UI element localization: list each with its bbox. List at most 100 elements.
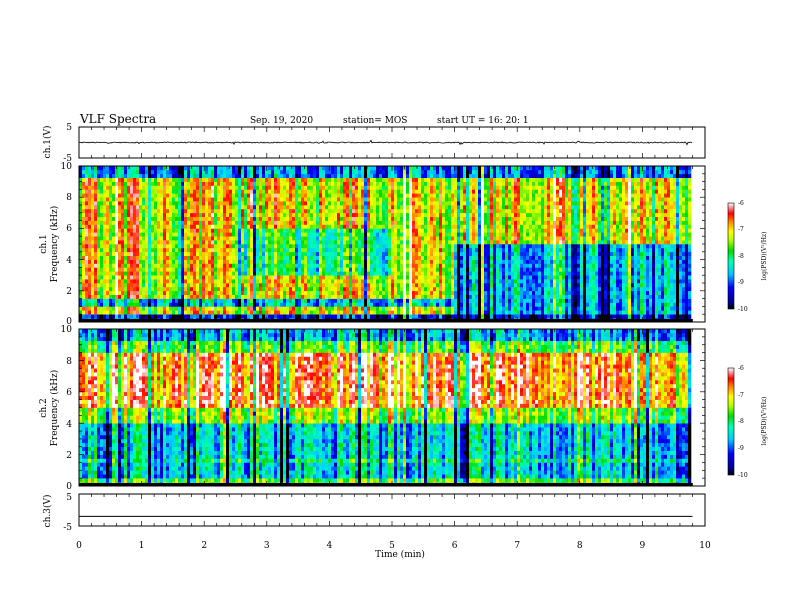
spectrogram-cell: [277, 267, 281, 272]
spectrogram-cell: [142, 181, 146, 186]
spectrogram-cell: [118, 201, 122, 206]
spectrogram-cell: [172, 310, 176, 315]
spectrogram-cell: [409, 228, 413, 233]
spectrogram-cell: [289, 232, 293, 237]
spectrogram-cell: [271, 247, 275, 253]
spectrogram-cell: [202, 244, 206, 249]
spectrogram-cell: [385, 290, 389, 295]
spectrogram-cell: [157, 294, 161, 299]
spectrogram-cell: [334, 310, 338, 315]
spectrogram-cell: [103, 240, 107, 245]
spectrogram-cell: [118, 181, 122, 186]
spectrogram-cell: [430, 240, 434, 245]
spectrogram-cell: [178, 185, 182, 190]
spectrogram-cell: [199, 298, 203, 303]
spectrogram-cell: [178, 240, 182, 245]
spectrogram-cell: [115, 177, 119, 182]
spectrogram-cell: [133, 236, 137, 241]
spectrogram-cell: [91, 201, 95, 206]
spectrogram-cell: [286, 205, 290, 210]
spectrogram-cell: [85, 169, 89, 175]
spectrogram-cell: [250, 302, 254, 307]
spectrogram-cell: [379, 255, 383, 260]
spectrogram-cell: [163, 232, 167, 237]
spectrogram-cell: [280, 263, 284, 268]
spectrogram-cell: [343, 267, 347, 272]
spectrogram-cell: [439, 290, 443, 295]
spectrogram-cell: [379, 263, 383, 268]
spectrogram-cell: [397, 240, 401, 245]
spectrogram-cell: [379, 279, 383, 284]
spectrogram-cell: [442, 201, 446, 206]
spectrogram-cell: [271, 232, 275, 237]
spectrogram-cell: [262, 197, 266, 202]
spectrogram-cell: [268, 290, 272, 295]
spectrogram-cell: [199, 283, 203, 288]
spectrogram-cell: [145, 185, 149, 190]
spectrogram-cell: [364, 197, 368, 202]
spectrogram-cell: [163, 177, 167, 182]
spectrogram-cell: [82, 290, 86, 295]
spectrogram-cell: [277, 314, 281, 319]
spectrogram-cell: [175, 263, 179, 268]
spectrogram-cell: [148, 251, 152, 256]
spectrogram-cell: [244, 283, 248, 288]
spectrogram-cell: [322, 306, 326, 311]
spectrogram-cell: [430, 205, 434, 210]
spectrogram-cell: [199, 201, 203, 206]
spectrogram-cell: [316, 283, 320, 288]
spectrogram-cell: [196, 166, 200, 171]
spectrogram-cell: [358, 290, 362, 295]
spectrogram-cell: [382, 306, 386, 311]
spectrogram-cell: [325, 298, 329, 303]
spectrogram-cell: [421, 224, 425, 229]
spectrogram-cell: [190, 247, 194, 253]
spectrogram-cell: [88, 251, 92, 256]
spectrogram-cell: [85, 251, 89, 256]
spectrogram-cell: [421, 279, 425, 284]
spectrogram-cell: [358, 267, 362, 272]
spectrogram-cell: [319, 212, 323, 217]
spectrogram-cell: [307, 212, 311, 217]
spectrogram-cell: [136, 314, 140, 319]
spectrogram-cell: [358, 263, 362, 268]
spectrogram-cell: [112, 286, 116, 292]
spectrogram-cell: [289, 220, 293, 225]
spectrogram-cell: [208, 271, 212, 276]
spectrogram-cell: [403, 197, 407, 202]
spectrogram-cell: [136, 302, 140, 307]
spectrogram-cell: [367, 314, 371, 319]
spectrogram-cell: [175, 177, 179, 182]
spectrogram-cell: [355, 298, 359, 303]
spectrogram-cell: [412, 232, 416, 237]
spectrogram-cell: [427, 263, 431, 268]
spectrogram-cell: [421, 197, 425, 202]
spectrogram-cell: [415, 224, 419, 229]
spectrogram-cell: [148, 177, 152, 182]
spectrogram-cell: [199, 212, 203, 217]
spectrogram-cell: [400, 244, 404, 249]
spectrogram-cell: [403, 279, 407, 284]
spectrogram-cell: [277, 263, 281, 268]
spectrogram-cell: [352, 205, 356, 210]
spectrogram-cell: [313, 275, 317, 280]
spectrogram-cell: [130, 177, 134, 182]
spectrogram-cell: [259, 205, 263, 210]
spectrogram-cell: [400, 271, 404, 276]
spectrogram-cell: [109, 290, 113, 295]
spectrogram-cell: [160, 263, 164, 268]
spectrogram-cell: [244, 247, 248, 253]
spectrogram-cell: [331, 247, 335, 253]
spectrogram-cell: [109, 220, 113, 225]
spectrogram-cell: [358, 247, 362, 253]
spectrogram-cell: [127, 283, 131, 288]
spectrogram-cell: [118, 255, 122, 260]
ch1-waveform-x-ticks: [78, 127, 706, 158]
spectrogram-cell: [253, 193, 257, 198]
spectrogram-cell: [337, 197, 341, 202]
spectrogram-cell: [337, 205, 341, 210]
spectrogram-cell: [433, 267, 437, 272]
spectrogram-cell: [382, 205, 386, 210]
spectrogram-cell: [415, 314, 419, 319]
spectrogram-cell: [430, 251, 434, 256]
